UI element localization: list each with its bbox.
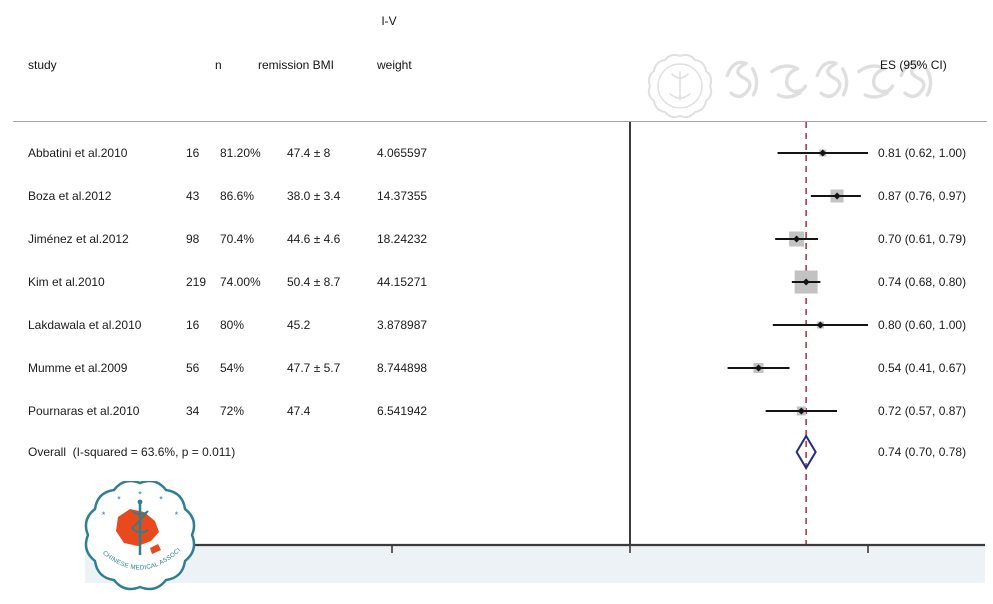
study-bmi: 47.4: [287, 404, 311, 418]
watermark-seal-inner: [657, 63, 703, 109]
header-separator-line: [13, 121, 987, 122]
study-bmi: 38.0 ± 3.4: [287, 189, 341, 203]
weight-square: [816, 321, 824, 329]
watermark-calligraphy-character: [815, 60, 849, 99]
study-es-label: 0.81 (0.62, 1.00): [878, 146, 967, 160]
weight-square: [794, 270, 818, 294]
study-es-label: 0.80 (0.60, 1.00): [878, 318, 967, 332]
study-remission: 72%: [220, 404, 245, 418]
study-remission: 74.00%: [220, 275, 261, 289]
study-weight: 3.878987: [377, 318, 428, 332]
study-bmi: 47.7 ± 5.7: [287, 361, 341, 375]
study-weight: 14.37355: [377, 189, 428, 203]
study-n: 219: [186, 275, 207, 289]
watermark-calligraphy-character: [899, 60, 933, 99]
study-remission: 86.6%: [220, 189, 255, 203]
study-n: 56: [186, 361, 200, 375]
column-header-es: ES (95% CI): [880, 58, 947, 72]
study-weight: 4.065597: [377, 146, 428, 160]
study-name: Boza et al.2012: [28, 189, 112, 203]
study-name: Pournaras et al.2010: [28, 404, 140, 418]
watermark-calligraphy-character: [857, 64, 895, 99]
column-header-n: n: [215, 58, 222, 72]
watermark-seal-icon: [647, 53, 713, 119]
study-name: Lakdawala et al.2010: [28, 318, 142, 332]
study-n: 16: [186, 146, 200, 160]
point-estimate-marker: [802, 278, 810, 286]
watermark-seal-detail: [669, 71, 691, 101]
column-header-weight: weight: [377, 58, 412, 72]
point-estimate-marker: [797, 407, 805, 415]
study-weight: 8.744898: [377, 361, 428, 375]
study-es-label: 0.54 (0.41, 0.67): [878, 361, 967, 375]
overall-diamond: [795, 434, 817, 470]
point-estimate-marker: [793, 235, 801, 243]
logo-top-mark: *: [102, 510, 106, 520]
logo-top-mark: *: [117, 495, 121, 505]
logo-staff-head: [137, 499, 143, 505]
weight-square: [830, 189, 844, 203]
study-name: Jiménez et al.2012: [28, 232, 129, 246]
study-weight: 18.24232: [377, 232, 428, 246]
watermark: [647, 53, 933, 119]
overall-es-label: 0.74 (0.70, 0.78): [878, 445, 967, 459]
study-n: 98: [186, 232, 200, 246]
study-n: 34: [186, 404, 200, 418]
weight-square: [789, 231, 805, 247]
logo-top-mark: *: [175, 510, 179, 520]
cma-logo: *****CHINESE MEDICAL ASSOCIATION: [80, 481, 196, 591]
study-es-label: 0.72 (0.57, 0.87): [878, 404, 967, 418]
column-header-study: study: [28, 58, 57, 72]
logo-top-mark: *: [138, 490, 142, 500]
study-es-label: 0.70 (0.61, 0.79): [878, 232, 967, 246]
effect-model-label: I-V: [381, 14, 397, 28]
logo-china-map-island: [150, 544, 161, 554]
study-name: Mumme et al.2009: [28, 361, 128, 375]
study-es-label: 0.74 (0.68, 0.80): [878, 275, 967, 289]
point-estimate-marker: [833, 192, 841, 200]
study-bmi: 50.4 ± 8.7: [287, 275, 341, 289]
weight-square: [753, 363, 764, 373]
study-bmi: 45.2: [287, 318, 311, 332]
study-weight: 6.541942: [377, 404, 428, 418]
overall-label: Overall (I-squared = 63.6%, p = 0.011): [28, 445, 236, 459]
study-n: 16: [186, 318, 200, 332]
logo-snake-icon: [130, 510, 149, 534]
weight-square: [819, 149, 827, 157]
watermark-calligraphy-character: [725, 60, 759, 99]
column-header-remission-bmi: remission BMI: [258, 58, 335, 72]
study-name: Abbatini et al.2010: [28, 146, 128, 160]
logo-china-map: [116, 509, 159, 546]
point-estimate-marker: [819, 149, 827, 157]
study-bmi: 44.6 ± 4.6: [287, 232, 341, 246]
study-remission: 54%: [220, 361, 245, 375]
study-remission: 80%: [220, 318, 245, 332]
study-name: Kim et al.2010: [28, 275, 105, 289]
point-estimate-marker: [755, 364, 763, 372]
logo-top-mark: *: [159, 495, 163, 505]
point-estimate-marker: [816, 321, 824, 329]
study-es-label: 0.87 (0.76, 0.97): [878, 189, 967, 203]
study-remission: 81.20%: [220, 146, 261, 160]
weight-square: [796, 406, 806, 416]
watermark-calligraphy-character: [770, 64, 808, 99]
study-weight: 44.15271: [377, 275, 428, 289]
study-remission: 70.4%: [220, 232, 255, 246]
study-n: 43: [186, 189, 200, 203]
study-bmi: 47.4 ± 8: [287, 146, 331, 160]
axis-strip: [85, 546, 985, 583]
